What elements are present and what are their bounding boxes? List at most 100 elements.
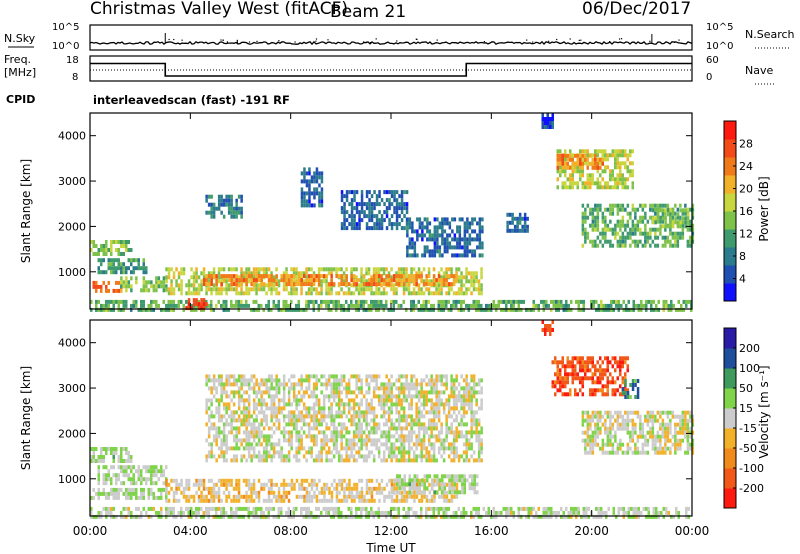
velocity-data-cell-6 [455, 514, 458, 519]
velocity-data-cell-6 [335, 510, 338, 515]
power-data-cell-10 [676, 239, 680, 244]
velocity-data-cell-10 [215, 442, 218, 447]
velocity-data-cell-3 [255, 490, 258, 495]
velocity-data-cell-6 [122, 506, 125, 511]
velocity-data-cell-10 [300, 446, 303, 451]
power-data-cell-0 [120, 244, 123, 248]
velocity-data-cell-9 [671, 410, 675, 415]
velocity-data-cell-1 [140, 473, 143, 478]
power-data-cell-6 [665, 299, 668, 304]
power-data-cell-5 [352, 274, 356, 279]
velocity-data-cell-6 [372, 510, 375, 515]
power-data-cell-14 [390, 190, 394, 195]
velocity-data-cell-9 [626, 426, 630, 431]
power-data-cell-4 [165, 279, 168, 284]
nsky-spike [429, 41, 431, 43]
velocity-data-cell-6 [655, 514, 658, 519]
velocity-data-cell-10 [270, 426, 273, 431]
velocity-data-cell-10 [280, 446, 283, 451]
velocity-data-cell-4 [348, 478, 351, 483]
nsky-spike [226, 41, 228, 43]
power-data-cell-10 [629, 231, 632, 236]
velocity-data-cell-10 [265, 422, 268, 427]
velocity-data-cell-4 [450, 490, 454, 495]
freq-panel-frame [89, 55, 693, 82]
power-data-cell-10 [611, 203, 615, 208]
velocity-data-cell-9 [664, 422, 667, 427]
velocity-data-cell-6 [622, 506, 625, 511]
power-data-cell-4 [325, 283, 328, 288]
power-data-cell-6 [500, 307, 503, 312]
power-data-cell-10 [661, 203, 665, 208]
velocity-data-cell-4 [308, 494, 311, 499]
power-data-cell-5 [305, 282, 308, 287]
velocity-data-cell-10 [262, 438, 266, 443]
velocity-data-cell-10 [215, 434, 218, 439]
velocity-data-cell-10 [217, 434, 221, 439]
power-data-cell-8 [566, 157, 569, 162]
velocity-data-cell-9 [659, 426, 662, 431]
power-data-cell-8 [569, 185, 572, 190]
power-data-cell-10 [686, 239, 690, 244]
velocity-data-cell-7 [556, 380, 559, 385]
velocity-data-cell-9 [634, 430, 637, 435]
power-data-cell-10 [639, 219, 642, 224]
power-data-cell-6 [110, 307, 113, 312]
velocity-data-cell-6 [342, 514, 345, 519]
power-data-cell-0 [117, 252, 120, 256]
power-data-cell-13 [300, 199, 304, 204]
velocity-data-cell-9 [686, 426, 690, 431]
power-data-cell-14 [353, 218, 356, 223]
power-data-cell-10 [594, 203, 597, 208]
velocity-data-cell-9 [609, 438, 612, 443]
velocity-data-cell-9 [654, 434, 657, 439]
velocity-data-cell-6 [267, 510, 270, 515]
velocity-data-cell-10 [222, 458, 226, 463]
power-data-cell-1 [107, 266, 110, 271]
velocity-data-cell-4 [390, 482, 394, 487]
velocity-data-cell-6 [132, 514, 135, 519]
power-data-cell-9 [559, 153, 562, 158]
velocity-data-cell-2 [127, 491, 130, 496]
velocity-data-cell-3 [165, 498, 168, 503]
velocity-data-cell-10 [302, 414, 306, 419]
nsky-spike [278, 40, 280, 42]
velocity-data-cell-6 [255, 506, 258, 511]
velocity-data-cell-4 [445, 494, 449, 499]
velocity-data-cell-6 [452, 514, 455, 519]
power-data-cell-6 [667, 307, 670, 312]
power-data-cell-4 [470, 271, 473, 276]
power-data-cell-6 [155, 299, 158, 304]
velocity-data-cell-6 [630, 514, 633, 519]
velocity-data-cell-7 [591, 360, 594, 365]
power-data-cell-6 [292, 307, 295, 312]
power-data-cell-15 [481, 253, 484, 258]
nsky-spike [220, 39, 222, 41]
velocity-data-cell-6 [582, 506, 585, 511]
velocity-data-cell-10 [230, 410, 233, 415]
power-data-cell-6 [580, 299, 583, 304]
velocity-data-cell-6 [322, 506, 325, 511]
velocity-data-cell-10 [245, 414, 248, 419]
velocity-data-cell-4 [378, 490, 381, 495]
power-data-cell-12 [212, 206, 216, 211]
velocity-data-cell-4 [328, 486, 331, 491]
velocity-data-cell-7 [579, 376, 582, 381]
power-data-cell-5 [252, 278, 256, 283]
power-data-cell-5 [205, 274, 208, 279]
velocity-data-cell-4 [325, 482, 329, 487]
power-data-cell-5 [450, 274, 453, 279]
velocity-data-cell-7 [604, 372, 607, 377]
power-data-cell-6 [677, 299, 680, 304]
velocity-data-cell-3 [247, 482, 251, 487]
power-data-cell-13 [308, 171, 311, 176]
velocity-data-cell-6 [195, 514, 198, 519]
velocity-data-cell-10 [240, 386, 243, 391]
power-data-cell-4 [277, 291, 281, 296]
velocity-data-cell-10 [260, 398, 263, 403]
velocity-data-cell-9 [586, 418, 590, 423]
power-data-cell-5 [215, 274, 218, 279]
velocity-data-cell-6 [570, 514, 573, 519]
power-data-cell-15 [456, 253, 459, 258]
velocity-data-cell-4 [450, 494, 454, 499]
